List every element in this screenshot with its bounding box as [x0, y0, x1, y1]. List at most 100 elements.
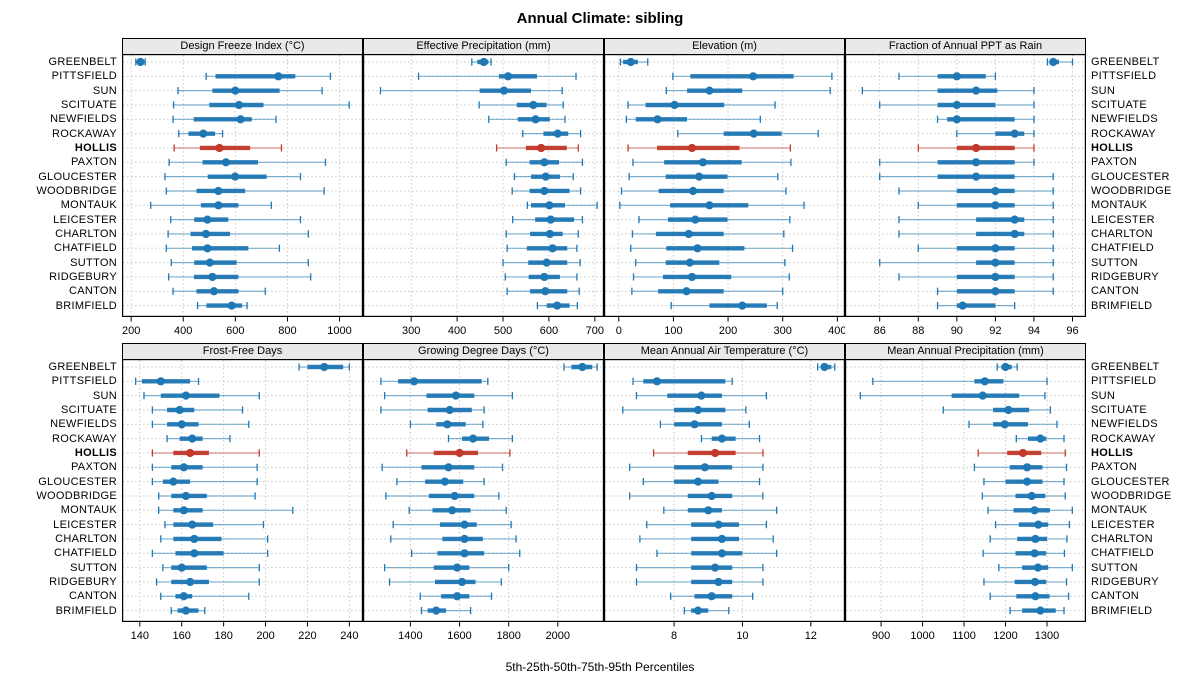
percentile-row-brimfield [170, 606, 206, 615]
row-label-chatfield: CHATFIELD [1091, 547, 1155, 560]
row-label-brimfield: BRIMFIELD [1091, 299, 1153, 312]
percentile-row-sutton [502, 258, 581, 267]
gridlines [846, 55, 1085, 316]
percentile-row-chatfield [917, 244, 1054, 253]
x-tick-label: 500 [494, 325, 512, 337]
row-label-canton: CANTON [68, 285, 117, 298]
panel-plot: 200 400 600 800 1000 [122, 54, 363, 343]
percentile-row-canton [160, 592, 250, 601]
row-label-greenbelt: GREENBELT [1091, 361, 1160, 373]
percentile-row-gloucester [151, 477, 258, 486]
x-tick-label: 2000 [546, 630, 570, 642]
percentile-row-brimfield [936, 301, 1016, 310]
percentile-row-gloucester [983, 477, 1065, 486]
percentile-row-ridgebury [983, 577, 1068, 587]
panel-growing-degree-days: Growing Degree Days (°C) 1400 1600 1800 200… [363, 343, 604, 648]
percentile-row-gloucester [513, 172, 574, 181]
panel-band-bottom: GREENBELT PITTSFIELD SUN SCITUATE NEWFIELDS R… [0, 343, 1200, 648]
x-tick-label: 10 [736, 630, 748, 642]
panel-fraction-ppt-rain: Fraction of Annual PPT as Rain 86 88 90 92 9… [845, 38, 1086, 343]
percentile-row-rockaway [166, 434, 231, 443]
x-tick-label: 100 [664, 325, 682, 337]
percentile-row-pittsfield [872, 377, 1048, 386]
percentile-row-chatfield [506, 244, 578, 253]
x-tick-label: 200 [256, 630, 274, 642]
percentile-row-woodbridge [981, 491, 1066, 501]
row-label-woodbridge: WOODBRIDGE [1091, 489, 1172, 502]
panel-plot: 1400 1600 1800 2000 [363, 359, 604, 648]
percentile-row-paxton [381, 463, 504, 472]
row-label-sutton: SUTTON [70, 561, 117, 574]
percentile-row-leicester [170, 215, 302, 224]
percentile-row-rockaway [700, 434, 761, 443]
row-label-woodbridge: WOODBRIDGE [36, 184, 117, 197]
row-label-charlton: CHARLTON [1091, 532, 1153, 545]
panel-plot-svg: 8 10 12 [604, 359, 845, 642]
x-tick-label: 92 [989, 325, 1001, 337]
percentile-row-greenbelt [298, 362, 351, 372]
percentile-row-scituate [942, 405, 1051, 415]
percentile-row-canton [989, 592, 1070, 601]
row-label-rockaway: ROCKAWAY [52, 432, 117, 445]
percentile-row-paxton [973, 463, 1068, 472]
percentile-row-hollis [151, 448, 260, 458]
percentile-row-paxton [628, 463, 764, 472]
x-tick-label: 180 [214, 630, 232, 642]
gridlines [846, 360, 1085, 621]
row-label-gloucester: GLOUCESTER [38, 170, 117, 183]
percentile-row-leicester [646, 520, 768, 529]
row-labels-left-bottom: GREENBELT PITTSFIELD SUN SCITUATE NEWFIELDS R… [0, 343, 122, 648]
row-label-newfields: NEWFIELDS [1091, 113, 1158, 126]
percentile-row-scituate [627, 100, 776, 110]
x-tick-label: 600 [540, 325, 558, 337]
row-label-scituate: SCITUATE [61, 403, 117, 416]
row-label-charlton: CHARLTON [55, 532, 117, 545]
percentile-row-hollis [652, 448, 764, 458]
percentile-row-leicester [898, 215, 1054, 224]
panel-strip-title: Design Freeze Index (°C) [122, 38, 363, 54]
row-label-gloucester: GLOUCESTER [1091, 170, 1170, 183]
x-tick-label: 1100 [952, 630, 976, 642]
row-label-greenbelt: GREENBELT [1091, 56, 1160, 68]
row-label-sutton: SUTTON [1091, 256, 1138, 269]
row-label-canton: CANTON [68, 590, 117, 603]
x-tick-label: 86 [874, 325, 886, 337]
percentile-row-hollis [173, 143, 283, 153]
percentile-row-chatfield [165, 244, 281, 253]
percentile-row-hollis [977, 448, 1066, 458]
row-label-montauk: MONTAUK [60, 199, 117, 212]
x-tick-label: 1400 [398, 630, 422, 642]
row-label-ridgebury: RIDGEBURY [49, 575, 117, 588]
x-tick-label: 160 [173, 630, 191, 642]
percentile-row-rockaway [677, 129, 819, 138]
percentile-row-ridgebury [167, 272, 312, 282]
percentile-row-brimfield [536, 301, 579, 310]
row-label-chatfield: CHATFIELD [53, 547, 117, 560]
panel-strip-title: Frost-Free Days [122, 343, 363, 359]
x-tick-label: 800 [278, 325, 296, 337]
row-label-canton: CANTON [1091, 285, 1140, 298]
percentile-row-sun [177, 86, 323, 95]
percentile-row-leicester [638, 215, 791, 224]
row-label-woodbridge: WOODBRIDGE [1091, 184, 1172, 197]
x-tick-label: 1300 [1035, 630, 1059, 642]
percentile-rows [380, 362, 598, 615]
percentile-row-leicester [164, 520, 265, 529]
row-label-pittsfield: PITTSFIELD [1091, 70, 1157, 83]
row-label-sun: SUN [1091, 389, 1116, 402]
x-tick-label: 12 [805, 630, 817, 642]
percentile-row-greenbelt [996, 362, 1018, 372]
x-tick-label: 140 [131, 630, 149, 642]
x-axis: 140 160 180 200 220 240 [131, 622, 359, 642]
row-label-canton: CANTON [1091, 590, 1140, 603]
x-axis: 300 400 500 600 700 [402, 317, 604, 337]
percentile-row-greenbelt [135, 57, 146, 67]
percentile-rows [619, 57, 833, 310]
row-label-pittsfield: PITTSFIELD [51, 375, 117, 388]
percentile-row-hollis [627, 143, 792, 153]
row-label-scituate: SCITUATE [1091, 403, 1147, 416]
panel-plot: 300 400 500 600 700 [363, 54, 604, 343]
row-label-hollis: HOLLIS [1091, 141, 1134, 154]
percentile-row-gloucester [628, 172, 779, 181]
panel-plot: 0 100 200 300 400 [604, 54, 845, 343]
